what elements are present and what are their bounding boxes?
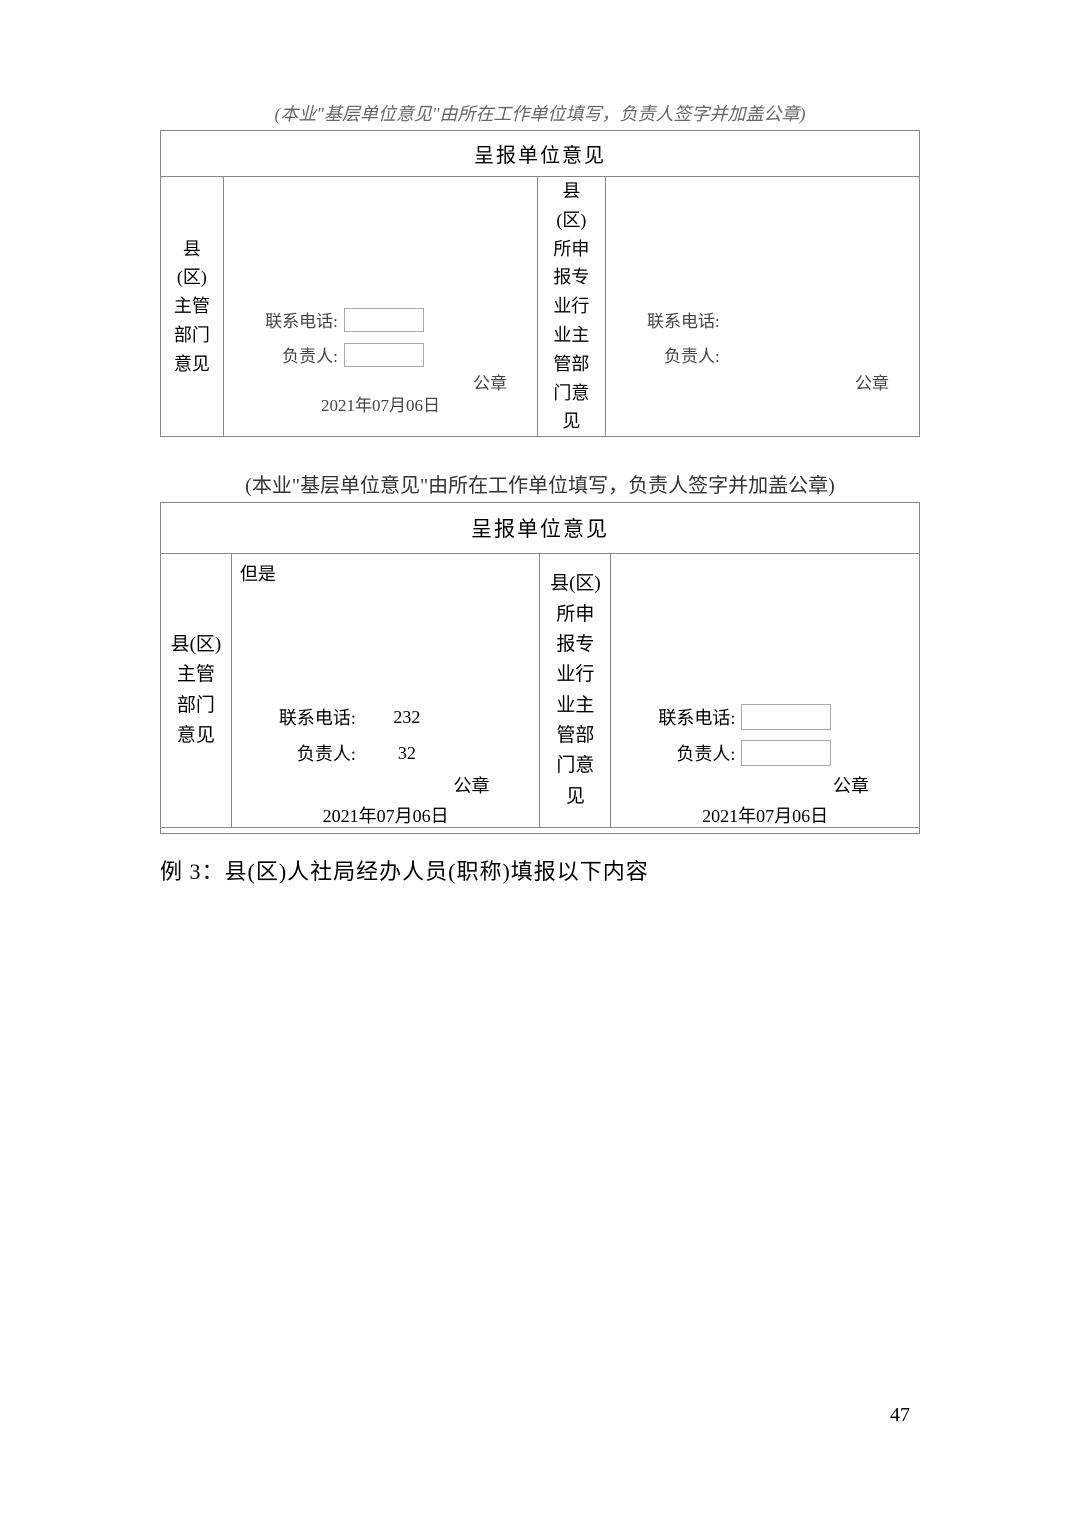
seal-2l: 公章 bbox=[453, 772, 489, 798]
date-1l: 2021年07月06日 bbox=[224, 391, 537, 416]
note-2: (本业"基层单位意见"由所在工作单位填写，负责人签字并加盖公章) bbox=[160, 469, 920, 498]
phone-value-2l: 232 bbox=[362, 707, 452, 728]
person-label-1r: 负责人: bbox=[636, 342, 726, 367]
table2-header: 呈报单位意见 bbox=[161, 503, 920, 554]
top-text-2l: 但是 bbox=[240, 560, 276, 586]
phone-label-2r: 联系电话: bbox=[641, 704, 741, 730]
person-value-2l: 32 bbox=[362, 743, 452, 764]
phone-label-2l: 联系电话: bbox=[262, 704, 362, 730]
table2-right-body: 联系电话: 负责人: 公章 2021年07月06日 bbox=[611, 554, 920, 828]
note-1: (本业"基层单位意见"由所在工作单位填写，负责人签字并加盖公章) bbox=[160, 100, 920, 126]
table2-left-label: 县(区)主管部门意见 bbox=[161, 554, 232, 828]
page-number: 47 bbox=[890, 1404, 910, 1427]
phone-label-1r: 联系电话: bbox=[636, 307, 726, 332]
example-text: 例 3：县(区)人社局经办人员(职称)填报以下内容 bbox=[160, 854, 920, 886]
seal-1r: 公章 bbox=[855, 369, 889, 394]
form-table-2: 呈报单位意见 县(区)主管部门意见 但是 联系电话: 232 负责人: 32 公… bbox=[160, 502, 920, 834]
table2-left-body: 但是 联系电话: 232 负责人: 32 公章 2021年07月06日 bbox=[231, 554, 540, 828]
table2-right-label: 县(区)所申报专业行业主管部门意见 bbox=[540, 554, 611, 828]
seal-2r: 公章 bbox=[833, 772, 869, 798]
phone-input-2r[interactable] bbox=[741, 704, 831, 730]
table1-left-label: 县(区)主管部门意见 bbox=[161, 177, 224, 437]
form-table-1: 呈报单位意见 县(区)主管部门意见 联系电话: 负责人: 公章 2021年07月… bbox=[160, 130, 920, 437]
person-input-2r[interactable] bbox=[741, 740, 831, 766]
date-2r: 2021年07月06日 bbox=[611, 802, 919, 828]
date-2l: 2021年07月06日 bbox=[232, 802, 540, 828]
table1-right-body: 联系电话: 负责人: 公章 bbox=[605, 177, 919, 437]
table1-header: 呈报单位意见 bbox=[161, 131, 920, 177]
person-label-1l: 负责人: bbox=[254, 342, 344, 367]
person-input-1l[interactable] bbox=[344, 343, 424, 367]
table1-left-body: 联系电话: 负责人: 公章 2021年07月06日 bbox=[223, 177, 537, 437]
person-label-2l: 负责人: bbox=[262, 740, 362, 766]
person-label-2r: 负责人: bbox=[641, 740, 741, 766]
table1-right-label: 县(区)所申报专业行业主管部门意见 bbox=[538, 177, 606, 437]
phone-input-1l[interactable] bbox=[344, 308, 424, 332]
phone-label-1l: 联系电话: bbox=[254, 307, 344, 332]
